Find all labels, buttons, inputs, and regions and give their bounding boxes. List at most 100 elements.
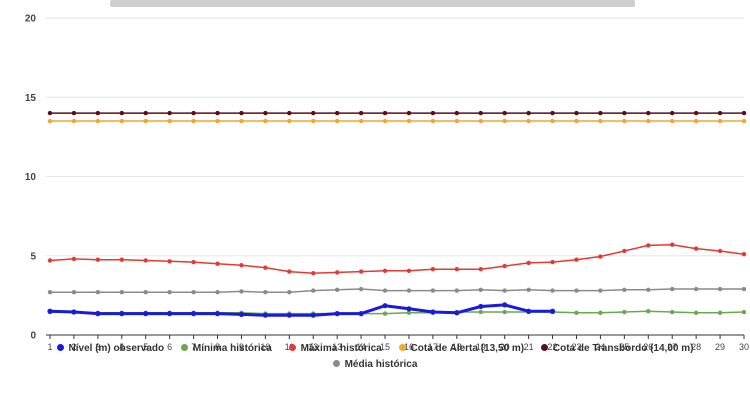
data-point[interactable] [263, 110, 268, 116]
data-point[interactable] [550, 110, 555, 116]
data-point[interactable] [239, 118, 244, 124]
data-point[interactable] [693, 246, 699, 251]
data-point[interactable] [526, 118, 531, 124]
data-point[interactable] [287, 110, 292, 116]
data-point[interactable] [167, 290, 172, 295]
data-point[interactable] [239, 110, 244, 116]
data-point[interactable] [214, 311, 221, 317]
data-point[interactable] [430, 118, 436, 124]
data-point[interactable] [502, 309, 507, 315]
legend-item-cota-alerta[interactable]: Cota de Alerta (13,50 m) [398, 341, 524, 357]
data-point[interactable] [334, 270, 340, 275]
data-point[interactable] [358, 311, 364, 317]
data-point[interactable] [167, 110, 172, 116]
legend-item-cota-transbordo[interactable]: Cota de Transbordo (14,00 m) [540, 341, 693, 357]
data-point[interactable] [717, 110, 723, 116]
data-point[interactable] [526, 110, 531, 116]
data-point[interactable] [167, 118, 172, 124]
data-point[interactable] [167, 259, 172, 264]
data-point[interactable] [358, 286, 364, 292]
data-point[interactable] [143, 118, 148, 124]
data-point[interactable] [143, 290, 148, 295]
data-point[interactable] [646, 243, 651, 248]
data-point[interactable] [119, 118, 124, 124]
data-point[interactable] [502, 263, 507, 269]
data-point[interactable] [382, 268, 388, 274]
data-point[interactable] [670, 309, 675, 315]
data-point[interactable] [334, 311, 340, 317]
data-point[interactable] [622, 118, 627, 124]
data-point[interactable] [478, 287, 483, 293]
data-point[interactable] [263, 290, 268, 295]
data-point[interactable] [311, 270, 316, 276]
data-point[interactable] [382, 311, 388, 316]
data-point[interactable] [598, 118, 603, 124]
data-point[interactable] [95, 118, 101, 124]
data-point[interactable] [190, 311, 197, 317]
data-point[interactable] [478, 303, 484, 310]
data-point[interactable] [382, 288, 388, 293]
data-point[interactable] [95, 290, 101, 295]
data-point[interactable] [215, 110, 220, 116]
data-point[interactable] [239, 289, 244, 294]
data-point[interactable] [550, 288, 555, 293]
data-point[interactable] [71, 110, 77, 116]
data-point[interactable] [287, 290, 292, 295]
data-point[interactable] [239, 263, 244, 268]
data-point[interactable] [263, 265, 268, 270]
data-point[interactable] [406, 310, 412, 316]
data-point[interactable] [311, 110, 316, 116]
data-point[interactable] [478, 309, 483, 315]
data-point[interactable] [143, 258, 148, 263]
data-point[interactable] [478, 267, 483, 272]
data-point[interactable] [406, 118, 412, 124]
data-point[interactable] [382, 303, 388, 309]
data-point[interactable] [741, 286, 747, 292]
data-point[interactable] [406, 306, 412, 312]
data-point[interactable] [502, 288, 507, 293]
data-point[interactable] [741, 309, 747, 315]
data-point[interactable] [598, 310, 603, 316]
data-point[interactable] [191, 118, 196, 124]
data-point[interactable] [71, 118, 77, 124]
data-point[interactable] [71, 256, 77, 262]
data-point[interactable] [287, 118, 292, 124]
data-point[interactable] [574, 118, 579, 124]
data-point[interactable] [47, 258, 53, 263]
data-point[interactable] [670, 118, 675, 124]
data-point[interactable] [71, 290, 77, 295]
data-point[interactable] [741, 251, 747, 257]
data-point[interactable] [311, 288, 316, 293]
data-point[interactable] [47, 110, 53, 116]
data-point[interactable] [382, 118, 388, 124]
data-point[interactable] [454, 118, 460, 124]
data-point[interactable] [574, 310, 579, 316]
data-point[interactable] [263, 118, 268, 124]
data-point[interactable] [119, 110, 124, 116]
data-point[interactable] [454, 288, 460, 293]
data-point[interactable] [358, 269, 364, 274]
data-point[interactable] [550, 118, 555, 124]
legend-item-maxima[interactable]: Máxima histórica [288, 341, 382, 357]
data-point[interactable] [143, 110, 148, 116]
data-point[interactable] [478, 110, 483, 116]
data-point[interactable] [526, 260, 531, 266]
data-point[interactable] [574, 257, 579, 262]
data-point[interactable] [215, 261, 220, 266]
data-point[interactable] [191, 290, 196, 295]
data-point[interactable] [741, 118, 747, 124]
data-point[interactable] [454, 310, 460, 316]
data-point[interactable] [598, 110, 603, 116]
data-point[interactable] [191, 110, 196, 116]
data-point[interactable] [334, 118, 340, 124]
data-point[interactable] [47, 118, 53, 124]
data-point[interactable] [262, 312, 268, 318]
data-point[interactable] [598, 288, 603, 293]
data-point[interactable] [670, 286, 675, 292]
data-point[interactable] [670, 110, 675, 116]
data-point[interactable] [119, 290, 124, 295]
data-point[interactable] [95, 110, 101, 116]
data-point[interactable] [717, 310, 723, 316]
data-point[interactable] [358, 110, 364, 116]
data-point[interactable] [502, 110, 507, 116]
